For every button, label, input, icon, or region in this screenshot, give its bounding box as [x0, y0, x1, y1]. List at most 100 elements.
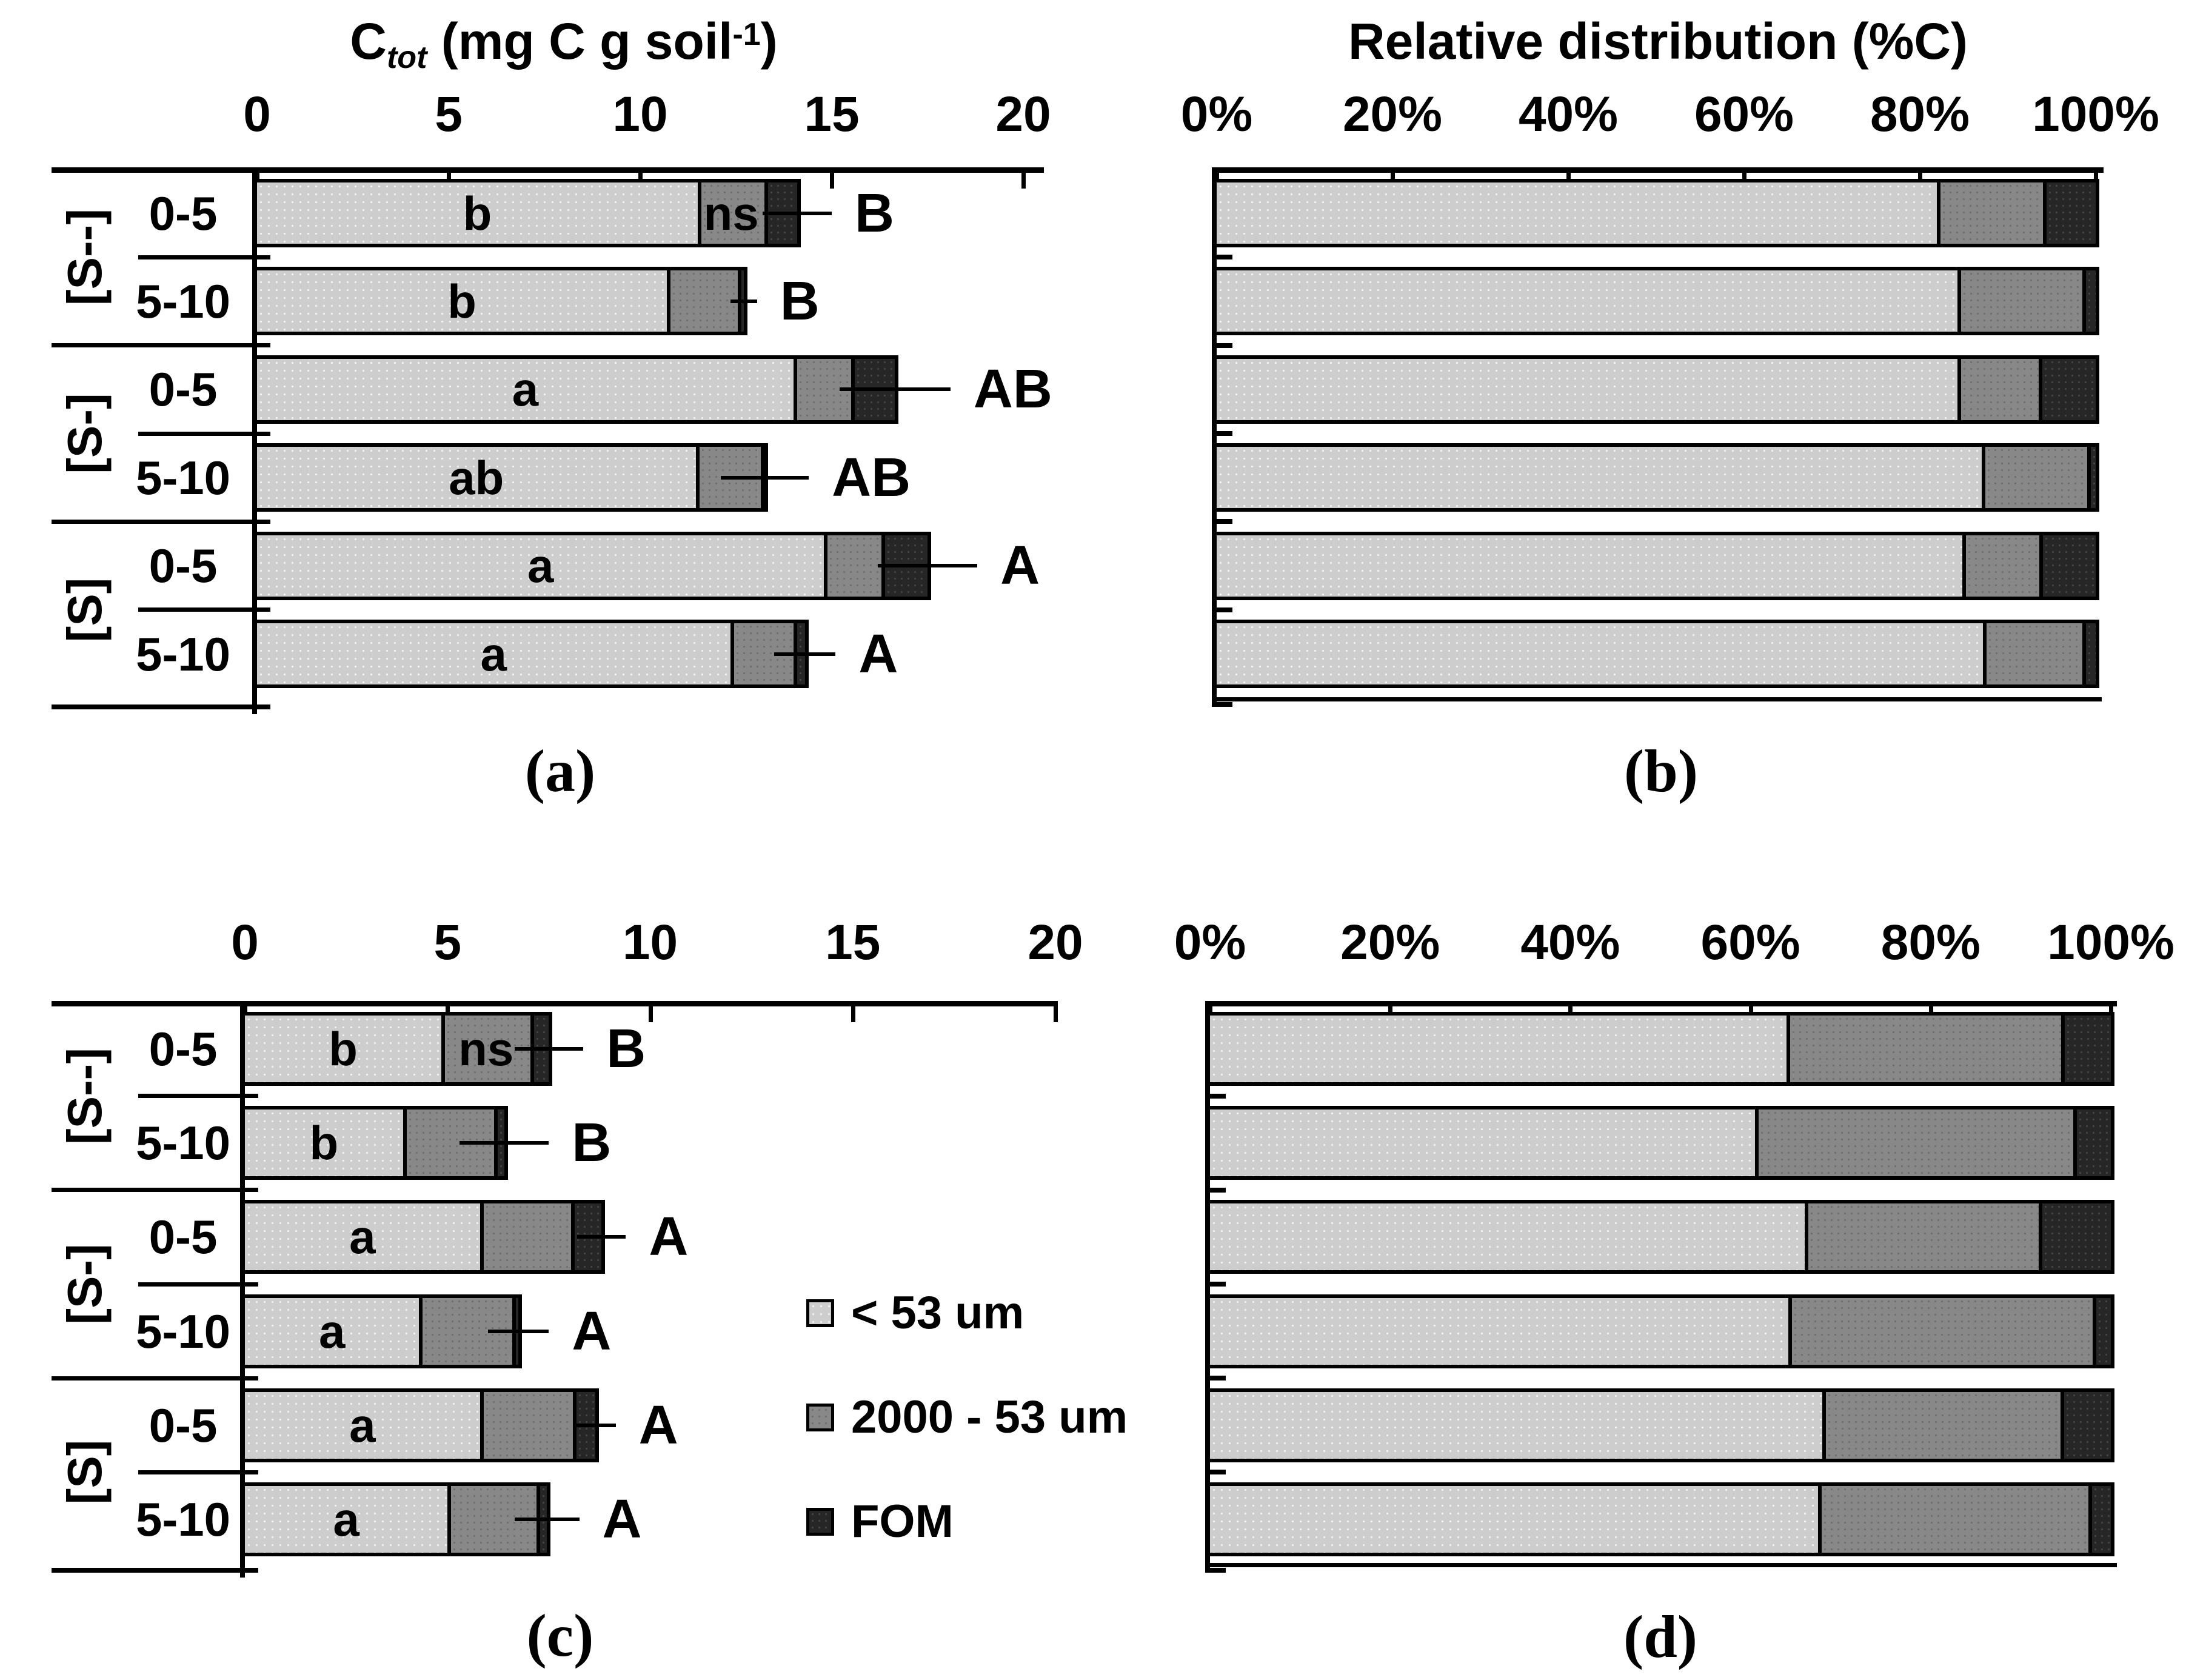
- y-axis-line-d: [1205, 1001, 1210, 1573]
- in-bar-letter: ab: [449, 450, 504, 504]
- bar-segment-fom: [2082, 270, 2096, 332]
- in-bar-letter: a: [480, 627, 507, 681]
- y-axis-line-b: [1212, 167, 1217, 707]
- bar-segment-sand: [480, 1391, 573, 1459]
- x-axis-tick-label-a: 0: [243, 87, 271, 142]
- error-bar: [514, 1518, 580, 1521]
- bar-row-b-6: [1213, 620, 2099, 688]
- bar-segment-silt: [257, 270, 667, 332]
- legend-label-silt: < 53 um: [851, 1287, 1024, 1339]
- depth-separator-line: [138, 607, 270, 612]
- legend-item-silt: < 53 um: [806, 1290, 1024, 1336]
- x-axis-tick-label-c: 10: [622, 915, 678, 970]
- depth-label: 0-5: [149, 539, 218, 593]
- bar-row-d-1: [1206, 1012, 2114, 1086]
- bar-segment-sand: [1822, 1391, 2061, 1459]
- axis-title-part: tot: [386, 39, 427, 75]
- bar-segment-fom: [2087, 447, 2096, 509]
- significance-letter: A: [572, 1300, 612, 1362]
- x-axis-tick-label-d: 20%: [1340, 915, 1440, 970]
- bar-segment-silt: [1210, 1391, 1823, 1459]
- in-bar-letter: b: [309, 1116, 339, 1170]
- y-axis-tick-b: [1217, 431, 1232, 436]
- bar-segment-silt: [1210, 1486, 1819, 1553]
- depth-label: 0-5: [149, 1210, 218, 1264]
- in-bar-letter: a: [319, 1304, 346, 1358]
- bar-row-d-4: [1206, 1294, 2114, 1368]
- bar-segment-silt: [1217, 623, 1984, 684]
- bar-segment-silt: [257, 182, 698, 244]
- bar-row-c-2: [241, 1106, 508, 1180]
- bar-segment-silt: [1217, 182, 1937, 244]
- bar-segment-silt: [245, 1391, 480, 1459]
- x-axis-tick-label-c: 15: [825, 915, 881, 970]
- bar-segment-silt: [245, 1203, 480, 1271]
- bar-segment-silt: [257, 623, 730, 684]
- bar-segment-silt: [245, 1016, 442, 1082]
- caption-panel-b: (b): [1623, 737, 1699, 805]
- x-axis-tick-label-b: 20%: [1342, 87, 1443, 142]
- in-bar-letter: b: [463, 186, 492, 240]
- bar-segment-fom: [2042, 182, 2096, 244]
- bar-segment-silt: [1210, 1297, 1788, 1365]
- x-axis-tick-c: [1054, 1006, 1058, 1022]
- in-bar-letter-ns: ns: [703, 186, 759, 240]
- depth-label: 5-10: [135, 1304, 231, 1358]
- x-axis-line-c: [52, 1001, 1058, 1006]
- y-axis-line-c: [240, 1001, 245, 1578]
- significance-letter: AB: [973, 359, 1052, 420]
- bar-segment-silt: [1217, 358, 1958, 420]
- x-axis-tick-label-a: 15: [804, 87, 860, 142]
- legend-item-sand: 2000 - 53 um: [806, 1394, 1128, 1441]
- bar-segment-sand: [1804, 1203, 2039, 1271]
- y-axis-tick-b: [1217, 702, 1232, 707]
- bar-row-a-5: [253, 531, 931, 600]
- group-label: [S]: [58, 1440, 112, 1505]
- significance-letter: B: [855, 182, 894, 244]
- bar-segment-sand: [1962, 535, 2040, 597]
- group-label: [S-]: [58, 393, 112, 474]
- error-bar: [774, 652, 836, 656]
- bar-row-a-1: [253, 179, 801, 247]
- axis-title-relative-distribution: Relative distribution (%C): [1348, 13, 1968, 70]
- bar-segment-fom: [2088, 1486, 2111, 1553]
- bar-segment-silt: [1210, 1203, 1805, 1271]
- bar-row-d-2: [1206, 1106, 2114, 1180]
- in-bar-letter: a: [333, 1493, 359, 1546]
- axis-title-part: (mg C g soil: [427, 13, 733, 70]
- x-axis-bottom-line-d: [1205, 1563, 2117, 1567]
- error-bar: [763, 211, 832, 215]
- group-separator-line: [52, 1188, 258, 1193]
- depth-label: 0-5: [149, 186, 218, 240]
- group-label: [S]: [58, 577, 112, 643]
- x-axis-tick-label-b: 100%: [2032, 87, 2159, 142]
- bar-segment-sand: [1957, 358, 2039, 420]
- in-bar-letter: a: [527, 539, 554, 593]
- bar-row-c-4: [241, 1294, 523, 1368]
- bar-row-b-5: [1213, 531, 2099, 600]
- group-separator-line: [52, 1376, 258, 1380]
- bar-segment-sand: [480, 1203, 572, 1271]
- bar-row-a-4: [253, 443, 769, 512]
- bar-segment-sand: [1983, 623, 2083, 684]
- bar-row-b-4: [1213, 443, 2099, 512]
- x-axis-line-a: [52, 167, 1044, 173]
- error-bar: [730, 299, 757, 303]
- y-axis-tick-d: [1210, 1568, 1226, 1573]
- significance-letter: B: [572, 1113, 612, 1174]
- error-bar: [488, 1329, 549, 1333]
- depth-label: 5-10: [135, 450, 231, 504]
- y-axis-tick-b: [1217, 343, 1232, 348]
- bar-row-b-3: [1213, 355, 2099, 424]
- x-axis-bottom-line-b: [1212, 697, 2102, 701]
- depth-separator-line: [138, 1282, 258, 1287]
- x-axis-tick-label-d: 60%: [1700, 915, 1800, 970]
- legend-label-sand: 2000 - 53 um: [851, 1391, 1128, 1443]
- significance-letter: B: [606, 1019, 646, 1079]
- x-axis-line-d: [1205, 1001, 2117, 1006]
- x-axis-tick-label-b: 80%: [1870, 87, 1970, 142]
- error-bar: [839, 387, 951, 392]
- bar-segment-silt: [1217, 270, 1958, 332]
- error-bar: [720, 475, 809, 480]
